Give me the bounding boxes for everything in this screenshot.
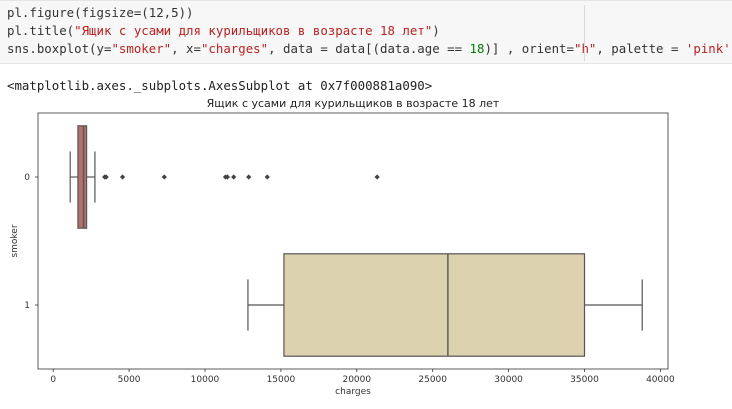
x-tick-label: 10000	[191, 375, 220, 385]
outlier-point	[161, 174, 167, 180]
code-text: , x=	[171, 41, 201, 56]
outlier-point	[246, 174, 252, 180]
code-text: , palette =	[596, 41, 686, 56]
x-tick-label: 0	[50, 375, 56, 385]
x-tick-label: 40000	[646, 375, 675, 385]
y-tick-label: 0	[24, 173, 30, 183]
code-cell[interactable]: pl.figure(figsize=(12,5)) pl.title("Ящик…	[0, 0, 732, 64]
outlier-point	[224, 174, 231, 180]
x-tick-label: 15000	[267, 375, 296, 385]
x-tick-label: 30000	[494, 375, 523, 385]
code-string: "charges"	[200, 41, 269, 56]
y-tick-label: 1	[24, 301, 30, 311]
x-tick-label: 20000	[342, 375, 371, 385]
code-string: "smoker"	[111, 41, 172, 56]
code-string: "h"	[573, 41, 597, 56]
code-string: 'pink'	[685, 41, 731, 56]
code-text: )	[731, 41, 732, 56]
y-axis-label: smoker	[10, 224, 20, 257]
output-repr: <matplotlib.axes._subplots.AxesSubplot a…	[7, 78, 433, 93]
code-text: pl.figure(figsize=(12,5))	[7, 5, 194, 20]
code-number: 18	[469, 41, 485, 56]
box-0	[77, 125, 88, 229]
code-text: , data = data[(data.age ==	[268, 41, 470, 56]
outlier-point	[103, 174, 109, 180]
chart-title: Ящик с усами для курильщиков в возрасте …	[207, 97, 500, 110]
code-line-3: sns.boxplot(y="smoker", x="charges", dat…	[7, 41, 732, 57]
code-line-2: pl.title("Ящик с усами для курильщиков в…	[7, 23, 440, 39]
code-text: pl.title(	[7, 23, 75, 38]
code-line-1: pl.figure(figsize=(12,5))	[7, 5, 194, 21]
boxes	[69, 125, 643, 357]
box-1	[283, 253, 586, 357]
outlier-point	[231, 174, 237, 180]
code-text: )	[432, 23, 440, 38]
code-string: "Ящик с усами для курильщиков в возрасте…	[74, 23, 433, 38]
cell-divider	[584, 5, 585, 61]
x-tick-label: 25000	[418, 375, 447, 385]
outlier-point	[374, 174, 380, 180]
outlier-point	[119, 174, 126, 180]
outlier-point	[264, 174, 270, 180]
plot-frame	[37, 112, 669, 370]
x-tick-label: 5000	[118, 375, 141, 385]
code-text: sns.boxplot(y=	[7, 41, 112, 56]
x-axis-label: charges	[335, 387, 371, 397]
x-axis-ticks: 0 5000 10000 15000 20000 25000 30000 35000 40000	[50, 369, 675, 385]
x-tick-label: 35000	[570, 375, 599, 385]
code-text: )] , orient=	[484, 41, 574, 56]
y-axis-ticks: 01	[24, 173, 38, 311]
